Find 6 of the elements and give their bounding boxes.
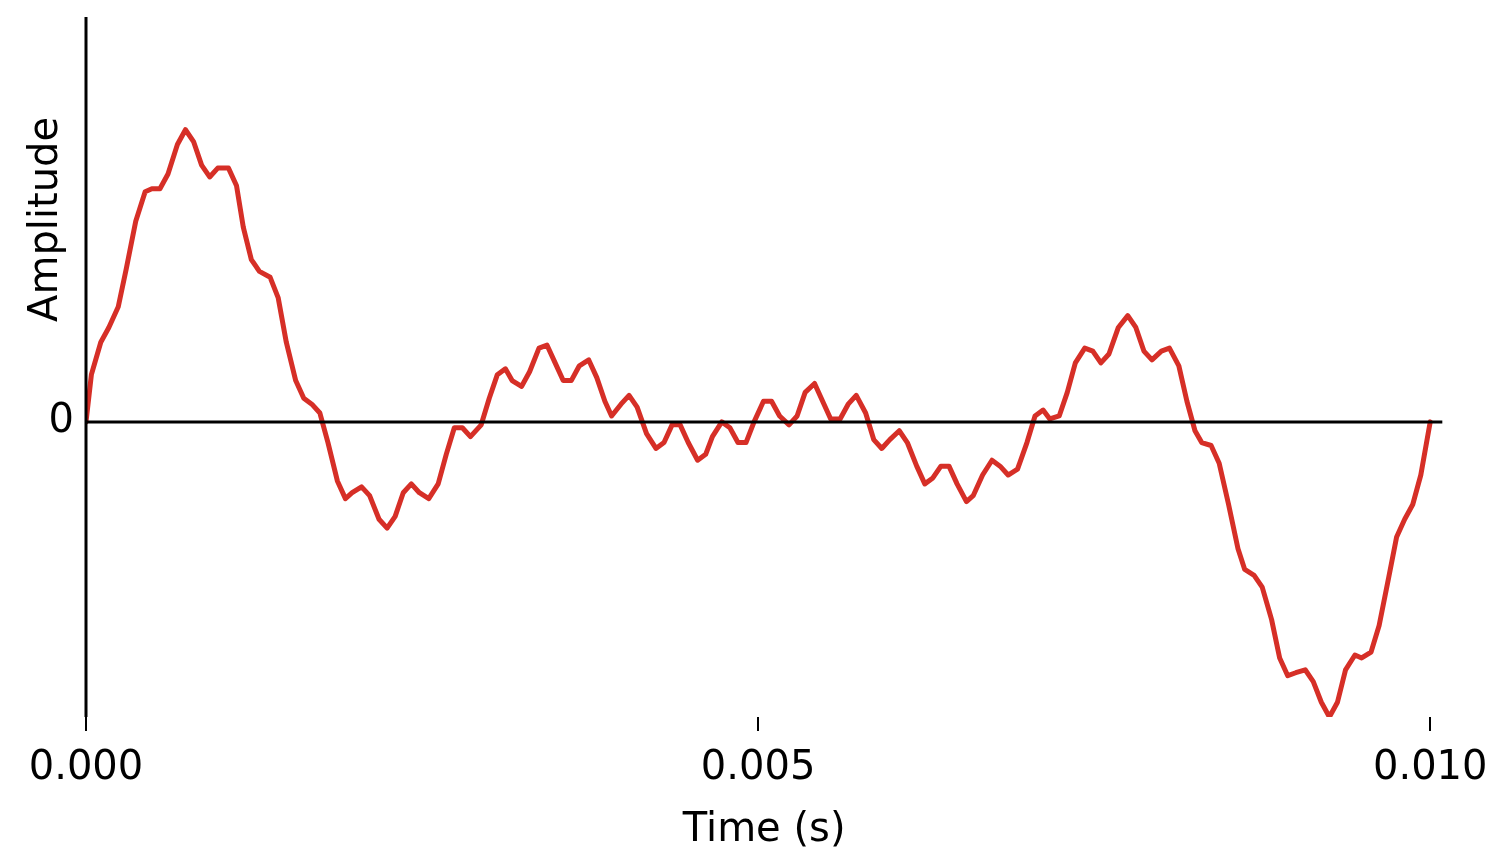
x-tick-label: 0.005 [700,742,816,789]
x-tick-label: 0.000 [28,742,144,789]
y-axis-title: Amplitude [20,116,67,322]
x-axis-title: Time (s) [681,804,846,851]
annotation: 0 [48,395,74,442]
x-tick-label: 0.010 [1372,742,1488,789]
